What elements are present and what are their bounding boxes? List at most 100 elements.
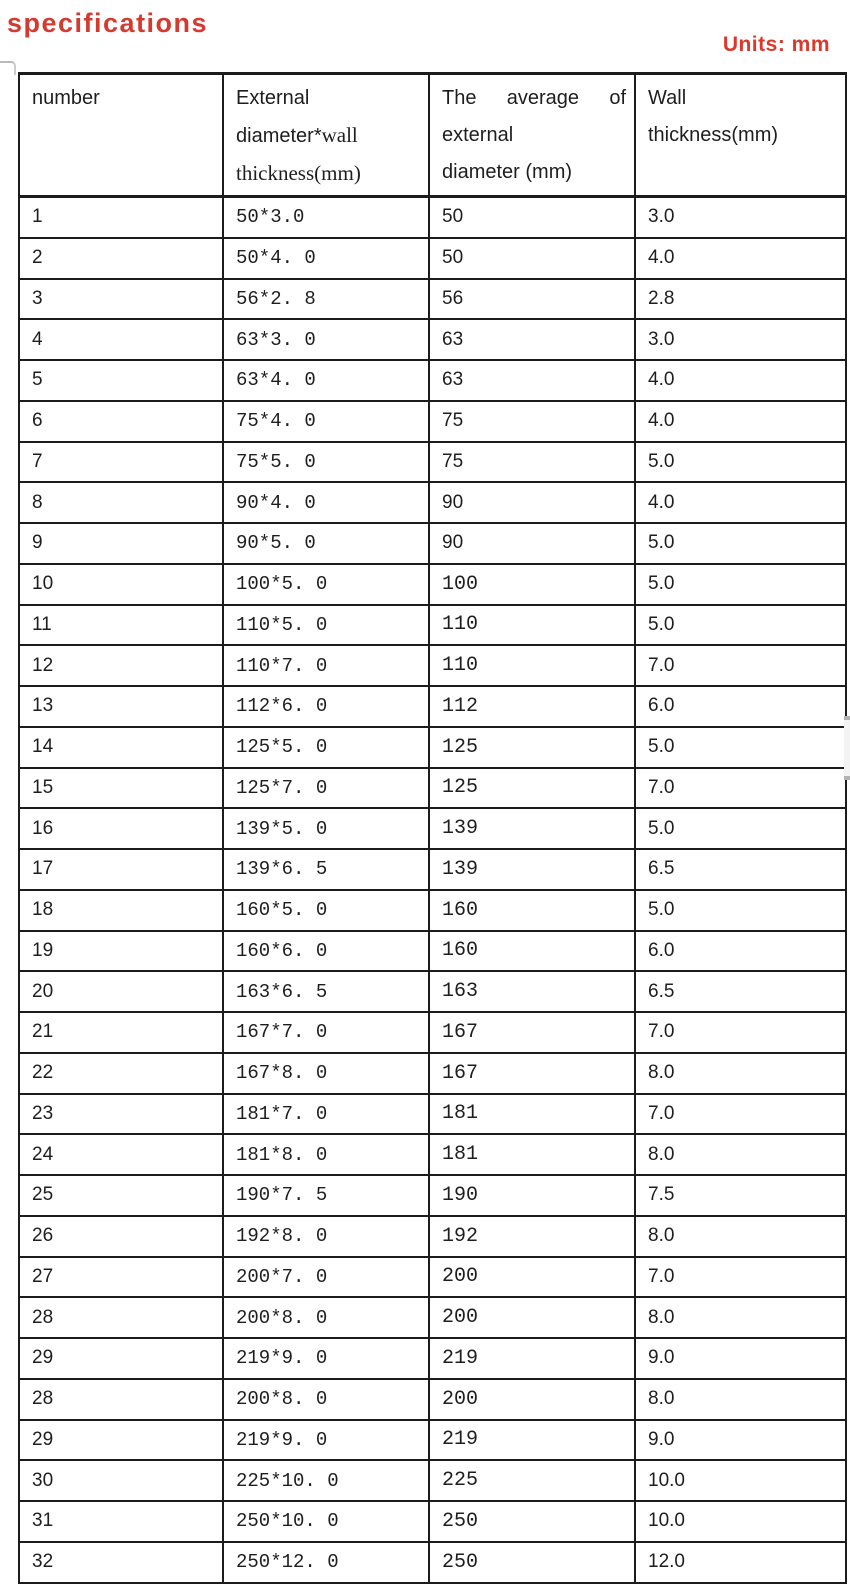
cell-spec: 63*4. 0 bbox=[222, 359, 430, 402]
header-number-label: number bbox=[32, 87, 100, 109]
cell-number: 27 bbox=[18, 1255, 224, 1299]
header-spec-line2-serif: wall bbox=[321, 123, 358, 147]
cell-wall-thickness: 4.0 bbox=[634, 359, 847, 402]
cell-number: 13 bbox=[18, 685, 224, 728]
cell-number: 9 bbox=[18, 522, 224, 565]
cell-avg-diameter: 100 bbox=[428, 562, 636, 606]
cell-avg-diameter: 90 bbox=[428, 522, 636, 565]
cell-number: 28 bbox=[18, 1377, 224, 1421]
cell-spec: 250*12. 0 bbox=[222, 1540, 430, 1584]
table-row: 27 200*7. 0 200 7.0 bbox=[18, 1255, 847, 1299]
table-row: 24 181*8. 0 181 8.0 bbox=[18, 1133, 847, 1176]
cell-number: 8 bbox=[18, 481, 224, 524]
cell-avg-diameter: 200 bbox=[428, 1255, 636, 1299]
header-number: number bbox=[18, 72, 224, 198]
cell-wall-thickness: 6.5 bbox=[634, 848, 847, 891]
cell-spec: 200*7. 0 bbox=[222, 1255, 430, 1299]
cell-avg-diameter: 190 bbox=[428, 1174, 636, 1217]
cell-avg-diameter: 50 bbox=[428, 195, 636, 239]
cell-wall-thickness: 10.0 bbox=[634, 1500, 847, 1543]
cell-spec: 125*5. 0 bbox=[222, 725, 430, 769]
cell-number: 7 bbox=[18, 440, 224, 484]
cell-avg-diameter: 167 bbox=[428, 1051, 636, 1095]
cell-spec: 181*7. 0 bbox=[222, 1092, 430, 1136]
table-row: 30 225*10. 0 225 10.0 bbox=[18, 1459, 847, 1502]
header-spec-line1: External bbox=[236, 87, 310, 109]
table-row: 26 192*8. 0 192 8.0 bbox=[18, 1214, 847, 1258]
cell-wall-thickness: 6.0 bbox=[634, 685, 847, 728]
cell-number: 19 bbox=[18, 929, 224, 973]
specifications-table: number External diameter*wall thickness(… bbox=[18, 72, 847, 1584]
cell-spec: 139*6. 5 bbox=[222, 848, 430, 891]
cell-number: 21 bbox=[18, 1011, 224, 1054]
cell-avg-diameter: 200 bbox=[428, 1377, 636, 1421]
cell-avg-diameter: 250 bbox=[428, 1540, 636, 1584]
cell-spec: 90*4. 0 bbox=[222, 481, 430, 524]
cell-wall-thickness: 3.0 bbox=[634, 195, 847, 239]
cell-avg-diameter: 110 bbox=[428, 644, 636, 687]
cell-number: 2 bbox=[18, 236, 224, 280]
header-spec-line2: diameter*wall bbox=[236, 117, 420, 155]
cell-wall-thickness: 7.0 bbox=[634, 644, 847, 687]
table-row: 29 219*9. 0 219 9.0 bbox=[18, 1418, 847, 1462]
table-row: 7 75*5. 0 75 5.0 bbox=[18, 440, 847, 484]
table-row: 23 181*7. 0 181 7.0 bbox=[18, 1092, 847, 1136]
cell-avg-diameter: 163 bbox=[428, 970, 636, 1013]
table-row: 19 160*6. 0 160 6.0 bbox=[18, 929, 847, 973]
cell-number: 4 bbox=[18, 318, 224, 361]
cell-spec: 56*2. 8 bbox=[222, 277, 430, 321]
table-row: 10 100*5. 0 100 5.0 bbox=[18, 562, 847, 606]
cell-spec: 139*5. 0 bbox=[222, 807, 430, 850]
cell-spec: 110*7. 0 bbox=[222, 644, 430, 687]
header-external-diameter: External diameter*wall thickness(mm) bbox=[222, 72, 430, 198]
cell-avg-diameter: 219 bbox=[428, 1337, 636, 1380]
table-row: 28 200*8. 0 200 8.0 bbox=[18, 1377, 847, 1421]
table-row: 32 250*12. 0 250 12.0 bbox=[18, 1540, 847, 1584]
table-row: 16 139*5. 0 139 5.0 bbox=[18, 807, 847, 850]
cell-avg-diameter: 192 bbox=[428, 1214, 636, 1258]
units-label: Units: mm bbox=[722, 33, 830, 56]
cell-number: 23 bbox=[18, 1092, 224, 1136]
cell-wall-thickness: 10.0 bbox=[634, 1459, 847, 1502]
cell-number: 1 bbox=[18, 195, 224, 239]
cell-avg-diameter: 160 bbox=[428, 888, 636, 932]
cell-number: 12 bbox=[18, 644, 224, 687]
cell-avg-diameter: 181 bbox=[428, 1092, 636, 1136]
cell-avg-diameter: 139 bbox=[428, 848, 636, 891]
scrollbar-fragment[interactable] bbox=[844, 716, 850, 780]
cell-wall-thickness: 9.0 bbox=[634, 1418, 847, 1462]
cell-wall-thickness: 7.0 bbox=[634, 766, 847, 810]
cell-wall-thickness: 4.0 bbox=[634, 481, 847, 524]
table-row: 22 167*8. 0 167 8.0 bbox=[18, 1051, 847, 1095]
cell-wall-thickness: 5.0 bbox=[634, 725, 847, 769]
cell-spec: 167*7. 0 bbox=[222, 1011, 430, 1054]
table-row: 1 50*3.0 50 3.0 bbox=[18, 195, 847, 239]
table-row: 13 112*6. 0 112 6.0 bbox=[18, 685, 847, 728]
cell-spec: 192*8. 0 bbox=[222, 1214, 430, 1258]
cell-wall-thickness: 8.0 bbox=[634, 1377, 847, 1421]
cell-wall-thickness: 8.0 bbox=[634, 1051, 847, 1095]
cell-number: 18 bbox=[18, 888, 224, 932]
cell-spec: 225*10. 0 bbox=[222, 1459, 430, 1502]
cell-number: 3 bbox=[18, 277, 224, 321]
cell-wall-thickness: 7.5 bbox=[634, 1174, 847, 1217]
cell-wall-thickness: 5.0 bbox=[634, 888, 847, 932]
cell-number: 10 bbox=[18, 562, 224, 606]
cell-spec: 63*3. 0 bbox=[222, 318, 430, 361]
table-row: 14 125*5. 0 125 5.0 bbox=[18, 725, 847, 769]
table-row: 17 139*6. 5 139 6.5 bbox=[18, 848, 847, 891]
scrollbar-tick-top bbox=[844, 716, 850, 720]
header-avg-line3: diameter (mm) bbox=[442, 161, 573, 183]
table-row: 20 163*6. 5 163 6.5 bbox=[18, 970, 847, 1013]
table-row: 4 63*3. 0 63 3.0 bbox=[18, 318, 847, 361]
cell-spec: 190*7. 5 bbox=[222, 1174, 430, 1217]
cell-avg-diameter: 250 bbox=[428, 1500, 636, 1543]
cell-avg-diameter: 63 bbox=[428, 318, 636, 361]
table-row: 29 219*9. 0 219 9.0 bbox=[18, 1337, 847, 1380]
cell-spec: 110*5. 0 bbox=[222, 603, 430, 647]
cell-wall-thickness: 5.0 bbox=[634, 440, 847, 484]
cell-avg-diameter: 50 bbox=[428, 236, 636, 280]
cell-avg-diameter: 112 bbox=[428, 685, 636, 728]
cell-wall-thickness: 12.0 bbox=[634, 1540, 847, 1584]
cell-number: 17 bbox=[18, 848, 224, 891]
